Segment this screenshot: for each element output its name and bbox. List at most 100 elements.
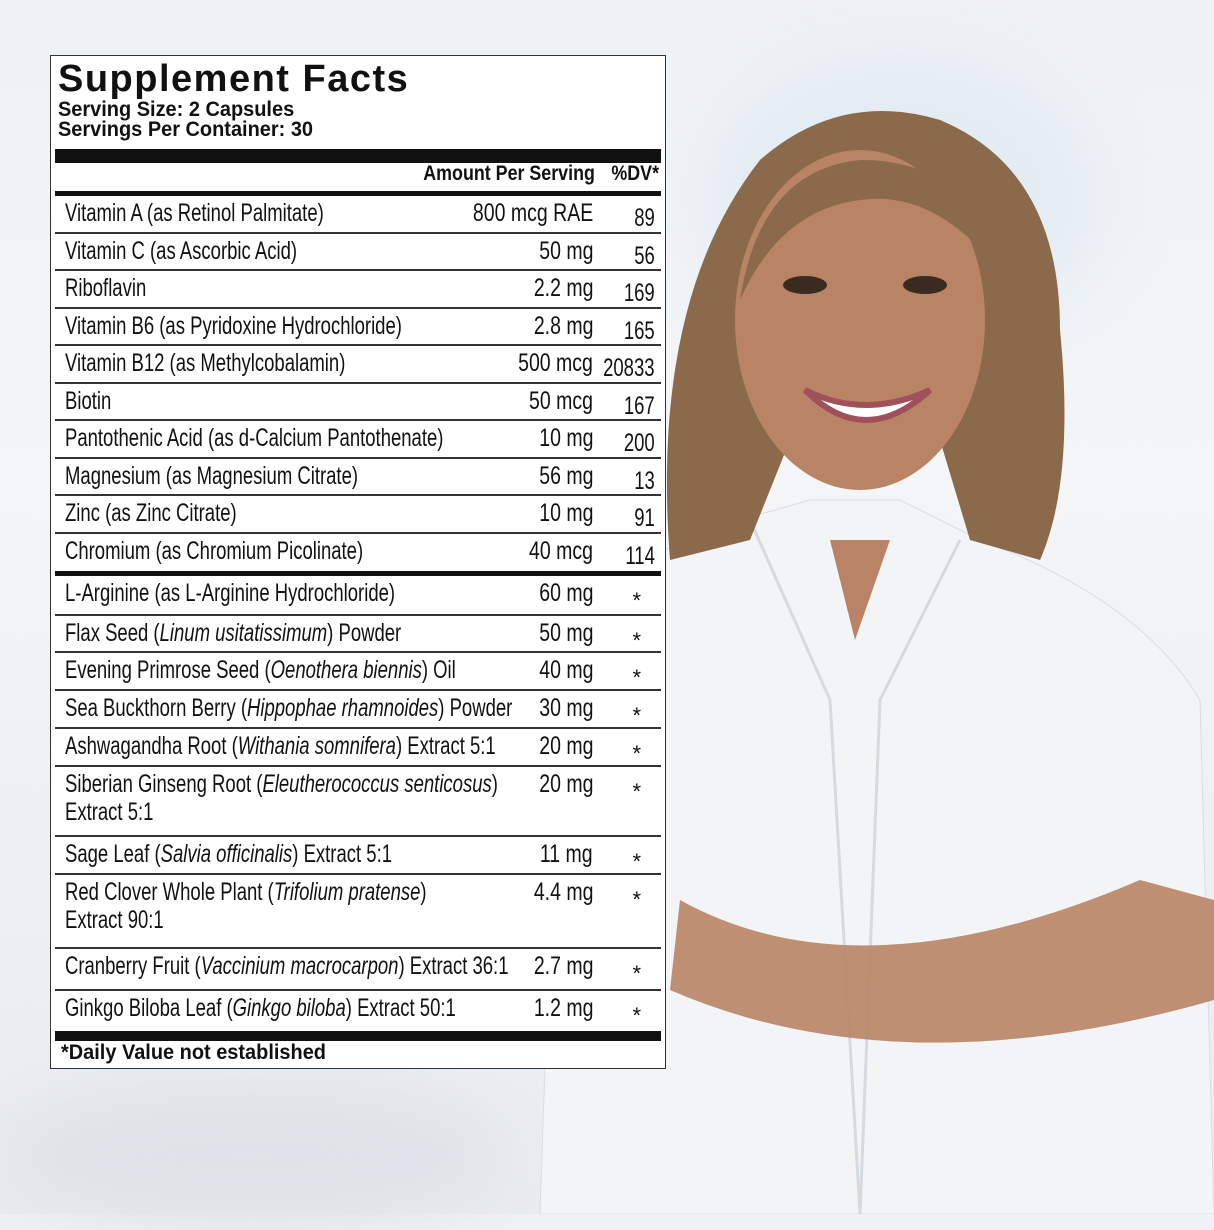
table-row: Red Clover Whole Plant (Trifolium praten…: [55, 875, 661, 949]
ingredient-dv: *: [632, 887, 641, 912]
ingredient-name: Cranberry Fruit (Vaccinium macrocarpon) …: [65, 952, 508, 980]
ingredient-amount: 1.2 mg: [533, 994, 593, 1022]
table-row: Pantothenic Acid (as d-Calcium Pantothen…: [55, 421, 661, 459]
table-row: Ginkgo Biloba Leaf (Ginkgo biloba) Extra…: [55, 991, 661, 1029]
nutrient-name: Riboflavin: [65, 274, 147, 302]
ingredient-amount: 50 mg: [538, 619, 593, 647]
ingredient-name-text: Sage Leaf (: [65, 840, 161, 868]
table-row: Evening Primrose Seed (Oenothera biennis…: [55, 653, 661, 691]
label-title: Supplement Facts: [58, 58, 410, 100]
ingredient-amount: 20 mg: [538, 732, 593, 760]
ingredient-dv: *: [632, 628, 641, 653]
ingredient-latin-name: Linum usitatissimum: [159, 619, 328, 647]
ingredient-name-text: ) Powder: [327, 619, 402, 647]
table-row: Biotin 50 mcg 167: [55, 384, 661, 421]
nutrient-amount: 56 mg: [538, 461, 593, 490]
ingredient-name-text: Siberian Ginseng Root (: [65, 770, 263, 798]
divider-medium: [55, 191, 661, 196]
table-row: Vitamin B12 (as Methylcobalamin) 500 mcg 2…: [55, 346, 661, 384]
table-row: Siberian Ginseng Root (Eleutherococcus s…: [55, 767, 661, 837]
table-row: Ashwagandha Root (Withania somnifera) Ex…: [55, 729, 661, 767]
ingredient-name-line2: Extract 90:1: [65, 906, 164, 934]
divider-medium: [55, 571, 661, 576]
nutrient-name: Magnesium (as Magnesium Citrate): [65, 461, 359, 490]
ingredient-name: Ginkgo Biloba Leaf (Ginkgo biloba) Extra…: [65, 994, 456, 1022]
nutrient-name: Vitamin B12 (as Methylcobalamin): [65, 349, 346, 377]
ingredient-dv: *: [632, 665, 641, 690]
table-row: Riboflavin 2.2 mg 169: [55, 271, 661, 309]
supplement-facts-label: Supplement Facts Serving Size: 2 Capsule…: [50, 55, 666, 1069]
ingredient-amount: 30 mg: [538, 694, 593, 722]
ingredient-name-text: Ginkgo Biloba Leaf (: [65, 994, 233, 1022]
nutrient-amount: 500 mcg: [518, 349, 593, 377]
ingredient-latin-name: Salvia officinalis: [160, 840, 293, 868]
ingredient-name-text: L-Arginine (as L-Arginine Hydrochloride): [65, 579, 396, 607]
ingredient-name: Siberian Ginseng Root (Eleutherococcus s…: [65, 770, 498, 826]
nutrient-dv: 91: [634, 504, 655, 532]
nutrient-name: Chromium (as Chromium Picolinate): [65, 536, 364, 565]
ingredient-amount: 60 mg: [538, 579, 593, 607]
nutrient-amount: 50 mg: [538, 236, 593, 265]
nutrient-dv: 167: [624, 391, 655, 420]
pharmacist-photo: [539, 111, 1214, 1214]
ingredient-name: Flax Seed (Linum usitatissimum) Powder: [65, 619, 401, 647]
ingredient-amount: 11 mg: [540, 840, 593, 868]
nutrient-dv: 114: [625, 541, 655, 570]
header-amount: Amount Per Serving: [423, 162, 595, 185]
nutrient-name: Vitamin C (as Ascorbic Acid): [65, 236, 298, 265]
ingredient-amount: 2.7 mg: [533, 952, 593, 980]
ingredient-dv: *: [632, 588, 641, 613]
ingredient-name-text: ) Extract 5:1: [292, 840, 392, 868]
nutrient-dv: 200: [624, 429, 655, 457]
ingredient-name-text: ) Extract 36:1: [398, 952, 509, 980]
nutrient-amount: 10 mg: [538, 424, 593, 452]
nutrient-amount: 10 mg: [538, 499, 593, 527]
ingredient-name: L-Arginine (as L-Arginine Hydrochloride): [65, 579, 395, 607]
ingredient-latin-name: Vaccinium macrocarpon: [200, 952, 399, 980]
table-row: Vitamin A (as Retinol Palmitate) 800 mcg …: [55, 196, 661, 234]
nutrient-amount: 50 mcg: [529, 386, 593, 415]
table-row: Sage Leaf (Salvia officinalis) Extract 5…: [55, 837, 661, 875]
nutrient-dv: 13: [634, 466, 655, 495]
nutrient-amount: 800 mcg RAE: [472, 199, 593, 227]
ingredient-dv: *: [632, 849, 641, 874]
table-row: Zinc (as Zinc Citrate) 10 mg 91: [55, 496, 661, 534]
ingredient-name-text: ) Extract 50:1: [345, 994, 456, 1022]
ingredient-name-text: Red Clover Whole Plant (: [65, 878, 274, 906]
nutrient-name: Biotin: [65, 386, 112, 415]
nutrient-amount: 40 mcg: [529, 536, 593, 565]
ingredient-name-text: ) Powder: [438, 694, 513, 722]
header-dv: %DV*: [611, 162, 659, 185]
ingredient-amount: 4.4 mg: [533, 878, 593, 906]
ingredient-name-line2: Extract 5:1: [65, 798, 154, 826]
ingredient-latin-name: Eleutherococcus senticosus: [262, 770, 492, 798]
nutrient-name: Pantothenic Acid (as d-Calcium Pantothen…: [65, 424, 444, 452]
ingredient-name: Evening Primrose Seed (Oenothera biennis…: [65, 656, 456, 684]
ingredient-name: Ashwagandha Root (Withania somnifera) Ex…: [65, 732, 496, 760]
ingredient-name-text: Evening Primrose Seed (: [65, 656, 271, 684]
ingredient-name-text: ): [491, 770, 498, 798]
divider-thick: [55, 149, 661, 163]
ingredient-dv: *: [632, 741, 641, 766]
ingredient-latin-name: Trifolium pratense: [273, 878, 421, 906]
nutrient-dv: 169: [624, 279, 655, 307]
nutrient-name: Vitamin B6 (as Pyridoxine Hydrochloride): [65, 311, 402, 340]
ingredient-name: Red Clover Whole Plant (Trifolium praten…: [65, 878, 427, 934]
ingredient-dv: *: [632, 1003, 641, 1028]
ingredient-dv: *: [632, 703, 641, 728]
nutrient-dv: 56: [634, 241, 655, 270]
nutrient-amount: 2.2 mg: [533, 274, 593, 302]
nutrient-dv: 89: [634, 204, 655, 232]
serving-size: Serving Size: 2 Capsules: [58, 98, 295, 121]
table-row: Magnesium (as Magnesium Citrate) 56 mg 13: [55, 459, 661, 496]
ingredient-latin-name: Ginkgo biloba: [232, 994, 346, 1022]
ingredient-amount: 40 mg: [538, 656, 593, 684]
footnote: *Daily Value not established: [61, 1041, 326, 1064]
ingredient-name-text: ) Extract 5:1: [395, 732, 496, 760]
nutrient-name: Zinc (as Zinc Citrate): [65, 499, 237, 527]
table-row: Chromium (as Chromium Picolinate) 40 mcg 1…: [55, 534, 661, 570]
ingredient-name: Sea Buckthorn Berry (Hippophae rhamnoide…: [65, 694, 512, 722]
nutrient-amount: 2.8 mg: [533, 311, 593, 340]
table-row: Vitamin B6 (as Pyridoxine Hydrochloride)…: [55, 309, 661, 346]
servings-per-container: Servings Per Container: 30: [58, 118, 314, 141]
